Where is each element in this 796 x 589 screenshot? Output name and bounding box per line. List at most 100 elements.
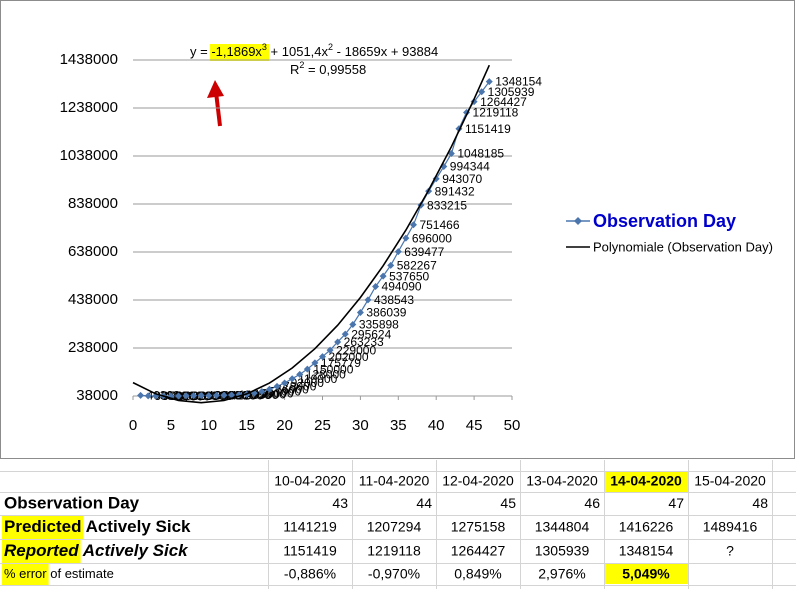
data-point: [394, 248, 402, 256]
data-point: [137, 391, 145, 399]
row-label-part: Actively Sick: [79, 541, 190, 560]
data-label: 66000: [275, 382, 309, 396]
data-point: [356, 308, 364, 316]
row-label-part: Actively Sick: [81, 517, 191, 536]
y-tick-label: 838000: [68, 195, 118, 212]
cell: 1219118: [367, 543, 421, 559]
cell: ?: [726, 543, 734, 559]
cell: 47: [668, 495, 684, 511]
data-point: [182, 392, 190, 400]
equation-part: -1,1869x: [211, 44, 262, 59]
data-point: [205, 392, 213, 400]
row-label-part: Reported: [4, 541, 79, 560]
data-point: [341, 330, 349, 338]
red-arrow: [207, 80, 224, 127]
x-tick-label: 35: [390, 417, 407, 434]
cell: 1151419: [283, 543, 337, 559]
data-point: [319, 353, 326, 361]
cell: 46: [584, 495, 600, 511]
y-tick-label: 438000: [68, 291, 118, 308]
data-label: 1264427: [480, 95, 527, 109]
data-point: [288, 375, 296, 383]
data-point: [212, 391, 220, 399]
highlight: [604, 563, 688, 584]
equation-part: 3: [262, 42, 267, 52]
data-point: [372, 283, 380, 291]
data-point: [349, 321, 357, 329]
row-label-part: % error: [4, 566, 47, 581]
x-tick-label: 10: [200, 417, 217, 434]
r-squared-part: R: [290, 62, 299, 77]
equation-part: 2: [328, 42, 333, 52]
x-tick-label: 15: [238, 417, 255, 434]
highlight: [604, 472, 688, 492]
data-point: [190, 392, 198, 400]
data-label: 751466: [419, 218, 459, 232]
data-label: 1348154: [495, 75, 542, 89]
data-point: [387, 261, 395, 269]
data-label: 92000: [291, 376, 325, 390]
cell: 1489416: [703, 519, 758, 535]
cell: 45: [500, 495, 516, 511]
y-tick-label: 1238000: [60, 99, 118, 116]
series-line: [132, 64, 491, 404]
data-label: 335898: [359, 318, 399, 332]
y-tick-label: 638000: [68, 243, 118, 260]
data-point: [326, 346, 334, 354]
r-squared-part: 2: [299, 60, 304, 70]
data-point: [281, 379, 289, 387]
column-header: 10-04-2020: [274, 473, 346, 489]
cell: -0,886%: [284, 566, 336, 582]
highlight: [2, 564, 49, 585]
cell: 1275158: [451, 519, 506, 535]
column-header: 12-04-2020: [442, 473, 514, 489]
row-label-part: Observation Day: [4, 494, 140, 513]
data-label: 263233: [344, 335, 384, 349]
table: 10-04-2020 11-04-2020 12-04-2020 13-04-2020…: [0, 460, 796, 589]
cell: 1416226: [619, 519, 674, 535]
x-tick-label: 40: [428, 417, 445, 434]
legend-label: Polynomiale (Observation Day): [593, 239, 773, 254]
data-point: [220, 391, 228, 399]
data-label: 891432: [435, 184, 475, 198]
data-point: [334, 338, 342, 346]
data-point: [258, 387, 266, 395]
data-point: [364, 296, 372, 304]
r-squared: R2 = 0,99558: [290, 60, 366, 77]
highlight: [2, 540, 81, 563]
equation-part: + 1051,4x: [267, 44, 329, 59]
cell: 43: [332, 495, 348, 511]
row-label: Reported Actively Sick: [4, 541, 189, 560]
data-label: 175779: [321, 356, 361, 370]
cell: -0,970%: [368, 566, 420, 582]
column-header: 11-04-2020: [359, 473, 430, 489]
equation-part: y =: [190, 44, 211, 59]
x-tick-label: 5: [167, 417, 175, 434]
data-label: 1305939: [488, 85, 535, 99]
column-header: 13-04-2020: [526, 473, 598, 489]
data-point: [478, 88, 486, 96]
x-tick-label: 20: [276, 417, 293, 434]
cell: 1344804: [535, 519, 590, 535]
data-label: 295624: [351, 327, 391, 341]
equation: y = -1,1869x3 + 1051,4x2 - 18659x + 9388…: [190, 42, 438, 59]
cell: 5,049%: [622, 566, 670, 582]
data-label: 994344: [450, 160, 490, 174]
chart-frame: [0, 0, 795, 459]
y-tick-label: 1038000: [60, 147, 118, 164]
data-label: 78000: [283, 380, 317, 394]
cell: 1264427: [451, 543, 506, 559]
data-label: 582267: [397, 259, 437, 273]
data-label: 150000: [313, 362, 353, 376]
data-point: [265, 385, 273, 393]
data-point: [485, 78, 493, 86]
cell: 1207294: [367, 519, 422, 535]
data-label: 1219118: [473, 106, 519, 120]
row-label: Observation Day: [4, 494, 140, 513]
cell: 1305939: [535, 543, 590, 559]
x-tick-label: 45: [466, 417, 483, 434]
data-point: [197, 392, 205, 400]
data-label: 833215: [427, 198, 467, 212]
data-label: 202000: [329, 350, 369, 364]
